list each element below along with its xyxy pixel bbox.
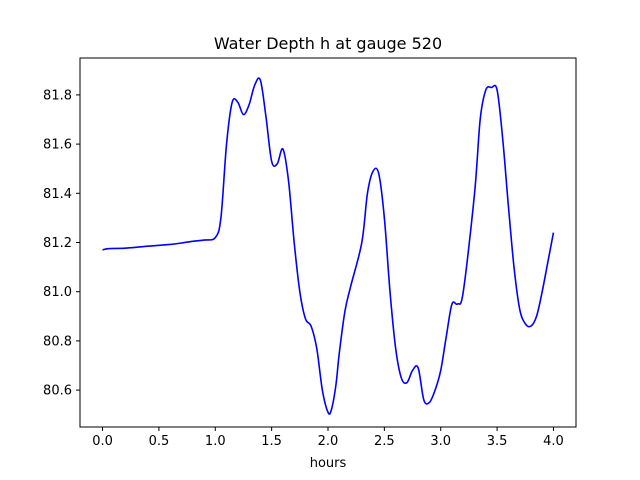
x-tick-label: 1.0 <box>205 434 226 449</box>
plot-area <box>80 58 576 427</box>
x-tick-label: 3.0 <box>430 434 451 449</box>
x-tick-label: 1.5 <box>261 434 282 449</box>
x-tick-label: 0.5 <box>149 434 170 449</box>
x-tick-label: 4.0 <box>543 434 564 449</box>
x-tick-label: 2.0 <box>318 434 339 449</box>
series-layer <box>102 77 555 415</box>
y-tick-label: 81.2 <box>43 236 72 251</box>
y-tick-label: 81.8 <box>43 88 72 103</box>
series-line <box>102 77 555 415</box>
y-axis-ticks: 80.6 80.8 81.0 81.2 81.4 81.6 81.8 <box>43 88 80 399</box>
y-tick-label: 81.0 <box>43 285 72 300</box>
x-axis-ticks: 0.0 0.5 1.0 1.5 2.0 2.5 3.0 3.5 4.0 <box>92 427 564 449</box>
y-tick-label: 81.4 <box>43 187 72 202</box>
y-tick-label: 81.6 <box>43 138 72 153</box>
y-tick-label: 80.6 <box>43 384 72 399</box>
x-axis-label: hours <box>310 456 347 471</box>
y-tick-label: 80.8 <box>43 334 72 349</box>
x-tick-label: 3.5 <box>487 434 508 449</box>
x-tick-label: 2.5 <box>374 434 395 449</box>
chart-title: Water Depth h at gauge 520 <box>214 34 442 53</box>
plot-frame <box>79 57 577 428</box>
x-tick-label: 0.0 <box>92 434 113 449</box>
